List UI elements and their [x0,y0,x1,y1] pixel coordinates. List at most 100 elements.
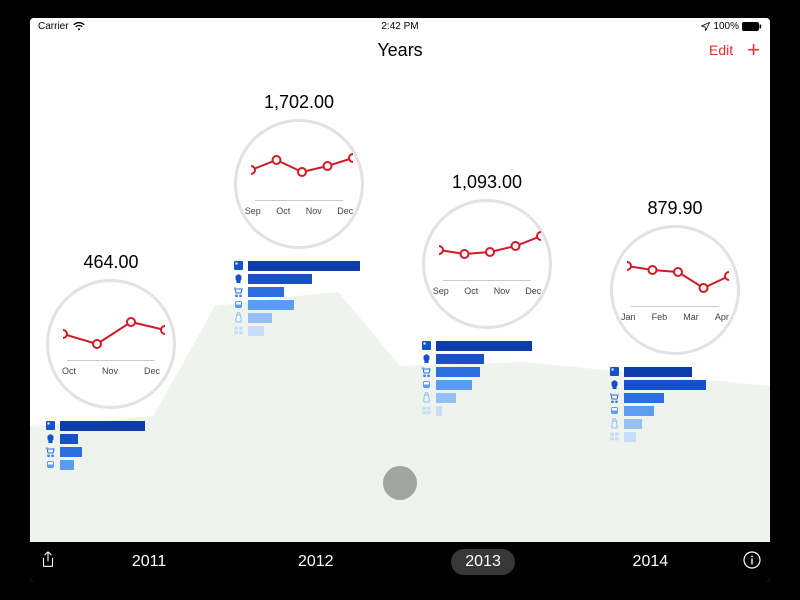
battery-pct: 100% [713,21,739,32]
bar-row [232,285,384,298]
bar [248,326,264,336]
bar-row [232,259,384,272]
bar [248,313,272,323]
month-labels: SepOctNovDec [237,206,361,216]
category-icon [420,379,432,390]
bar-row [420,365,572,378]
bar-row [44,419,196,432]
sparkline-circle[interactable]: OctNovDec [46,279,176,409]
share-button[interactable] [30,551,66,574]
amount-label: 879.90 [590,198,760,219]
bar-row [608,391,760,404]
category-icon [44,459,56,470]
bar-row [232,311,384,324]
category-icon [232,325,244,336]
add-button[interactable]: + [747,39,760,61]
bar-row [44,458,196,471]
bar [436,341,532,351]
year-tab-2012[interactable]: 2012 [284,549,348,575]
bar [436,406,442,416]
bar-row [420,339,572,352]
bar [248,287,284,297]
bar-row [420,391,572,404]
category-icon [608,379,620,390]
category-icon [420,353,432,364]
bar [248,300,294,310]
bar-row [232,272,384,285]
bar [624,393,664,403]
category-icon [420,392,432,403]
bar [60,434,78,444]
sparkline [251,144,353,190]
category-icon [608,405,620,416]
sparkline [627,250,729,296]
bar-row [44,445,196,458]
category-icon [44,446,56,457]
bar [624,432,636,442]
month-labels: SepOctNovDec [425,286,549,296]
bar [60,460,74,470]
status-bar: Carrier 2:42 PM 100% [30,18,770,34]
year-tab-2013[interactable]: 2013 [451,549,515,575]
category-bars [44,419,196,471]
year-tab-2011[interactable]: 2011 [118,549,180,575]
month-labels: JanFebMarApr [613,312,737,322]
bar [436,367,480,377]
bar-row [420,352,572,365]
bar-row [232,298,384,311]
category-icon [608,392,620,403]
year-tab-2014[interactable]: 2014 [619,549,683,575]
clock: 2:42 PM [381,21,418,32]
sparkline-circle[interactable]: SepOctNovDec [422,199,552,329]
content-area: 464.00 OctNovDec 1,702.00SepOctNovDec1,093… [30,66,770,542]
bar-row [608,404,760,417]
battery-icon [742,22,762,31]
bar [624,406,654,416]
category-bars [232,259,384,337]
wifi-icon [73,22,85,31]
bar-row [420,404,572,417]
bar [436,393,456,403]
sparkline [63,304,165,350]
category-bars [608,365,760,443]
bar-row [232,324,384,337]
bar [436,354,484,364]
category-icon [420,366,432,377]
year-column-2011: 464.00 OctNovDec [30,252,196,471]
bar-row [608,378,760,391]
bar-row [44,432,196,445]
bottom-toolbar: 2011 2012 2013 2014 [30,542,770,582]
category-icon [44,420,56,431]
category-icon [608,366,620,377]
bar-row [608,417,760,430]
category-icon [608,418,620,429]
category-icon [232,273,244,284]
category-icon [232,312,244,323]
edit-button[interactable]: Edit [709,42,733,58]
years-tabs: 2011 2012 2013 2014 [66,549,734,575]
bar [624,419,642,429]
category-icon [232,286,244,297]
info-button[interactable] [734,551,770,574]
bar [436,380,472,390]
sparkline [439,224,541,270]
bar [624,380,706,390]
amount-label: 464.00 [30,252,196,273]
bar [60,447,82,457]
bar [248,274,312,284]
year-column-2014: 879.90 JanFebMarApr [590,198,760,443]
category-icon [232,260,244,271]
month-labels: OctNovDec [49,366,173,376]
year-column-2013: 1,093.00SepOctNovDec [402,172,572,417]
category-icon [232,299,244,310]
page-title: Years [377,40,422,61]
bar [60,421,145,431]
year-column-2012: 1,702.00SepOctNovDec [214,92,384,337]
category-icon [420,340,432,351]
bar-row [608,365,760,378]
bar-row [608,430,760,443]
sparkline-circle[interactable]: JanFebMarApr [610,225,740,355]
carrier-label: Carrier [38,21,69,32]
sparkline-circle[interactable]: SepOctNovDec [234,119,364,249]
location-icon [701,22,710,31]
